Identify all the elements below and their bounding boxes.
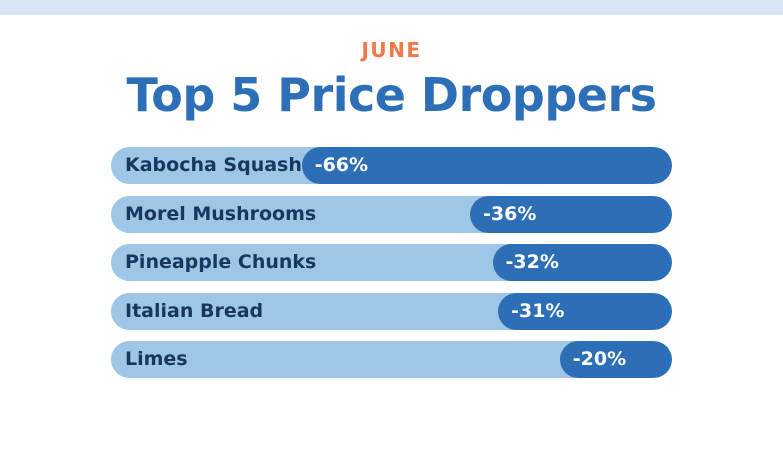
bar-row: Pineapple Chunks -32% xyxy=(111,244,672,281)
bar xyxy=(498,293,672,330)
bar xyxy=(492,244,672,281)
bar-row: Kabocha Squash -66% xyxy=(111,147,672,184)
bar xyxy=(470,196,672,233)
category-label: Kabocha Squash xyxy=(125,154,302,176)
category-label: Morel Mushrooms xyxy=(125,203,317,225)
bar-row: Italian Bread -31% xyxy=(111,293,672,330)
bar xyxy=(301,147,672,184)
data-label: -32% xyxy=(505,251,559,273)
chart-title: Top 5 Price Droppers xyxy=(126,68,657,122)
bar-row: Limes -20% xyxy=(111,341,672,378)
data-label: -66% xyxy=(314,154,369,176)
category-label: Limes xyxy=(125,348,188,370)
category-label: Pineapple Chunks xyxy=(125,251,317,273)
month-kicker: JUNE xyxy=(361,38,422,62)
bar xyxy=(559,341,672,378)
category-label: Italian Bread xyxy=(125,300,264,322)
top-banner-strip xyxy=(0,0,783,15)
data-label: -31% xyxy=(511,300,565,322)
data-label: -20% xyxy=(572,348,627,370)
bar-row: Morel Mushrooms -36% xyxy=(111,196,672,233)
data-label: -36% xyxy=(483,203,537,225)
